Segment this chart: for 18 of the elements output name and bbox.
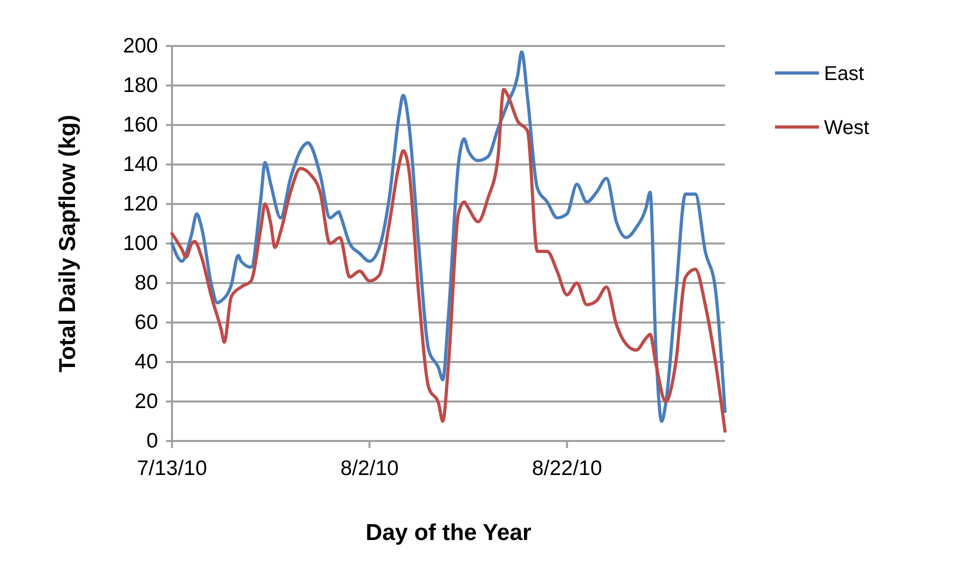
y-tick-label: 0 [146, 430, 158, 453]
x-tick-label: 7/13/10 [136, 456, 208, 480]
y-tick-label: 40 [134, 350, 158, 374]
y-tick-label: 80 [134, 272, 158, 295]
y-tick-label: 120 [122, 192, 158, 216]
y-axis-title: Total Daily Sapflow (kg) [54, 114, 80, 372]
y-tick-label: 60 [134, 311, 158, 334]
y-tick-label: 200 [122, 34, 158, 58]
y-tick-label: 160 [122, 114, 158, 137]
y-tick-label: 20 [134, 390, 158, 414]
x-tick-label: 8/2/10 [340, 456, 399, 480]
y-tick-label: 140 [122, 153, 158, 176]
x-axis-title: Day of the Year [366, 519, 532, 545]
x-tick-label: 8/22/10 [532, 456, 602, 480]
legend-label: East [824, 63, 864, 85]
y-tick-label: 100 [122, 232, 158, 256]
y-tick-label: 180 [122, 74, 158, 98]
legend-label: West [824, 117, 870, 139]
